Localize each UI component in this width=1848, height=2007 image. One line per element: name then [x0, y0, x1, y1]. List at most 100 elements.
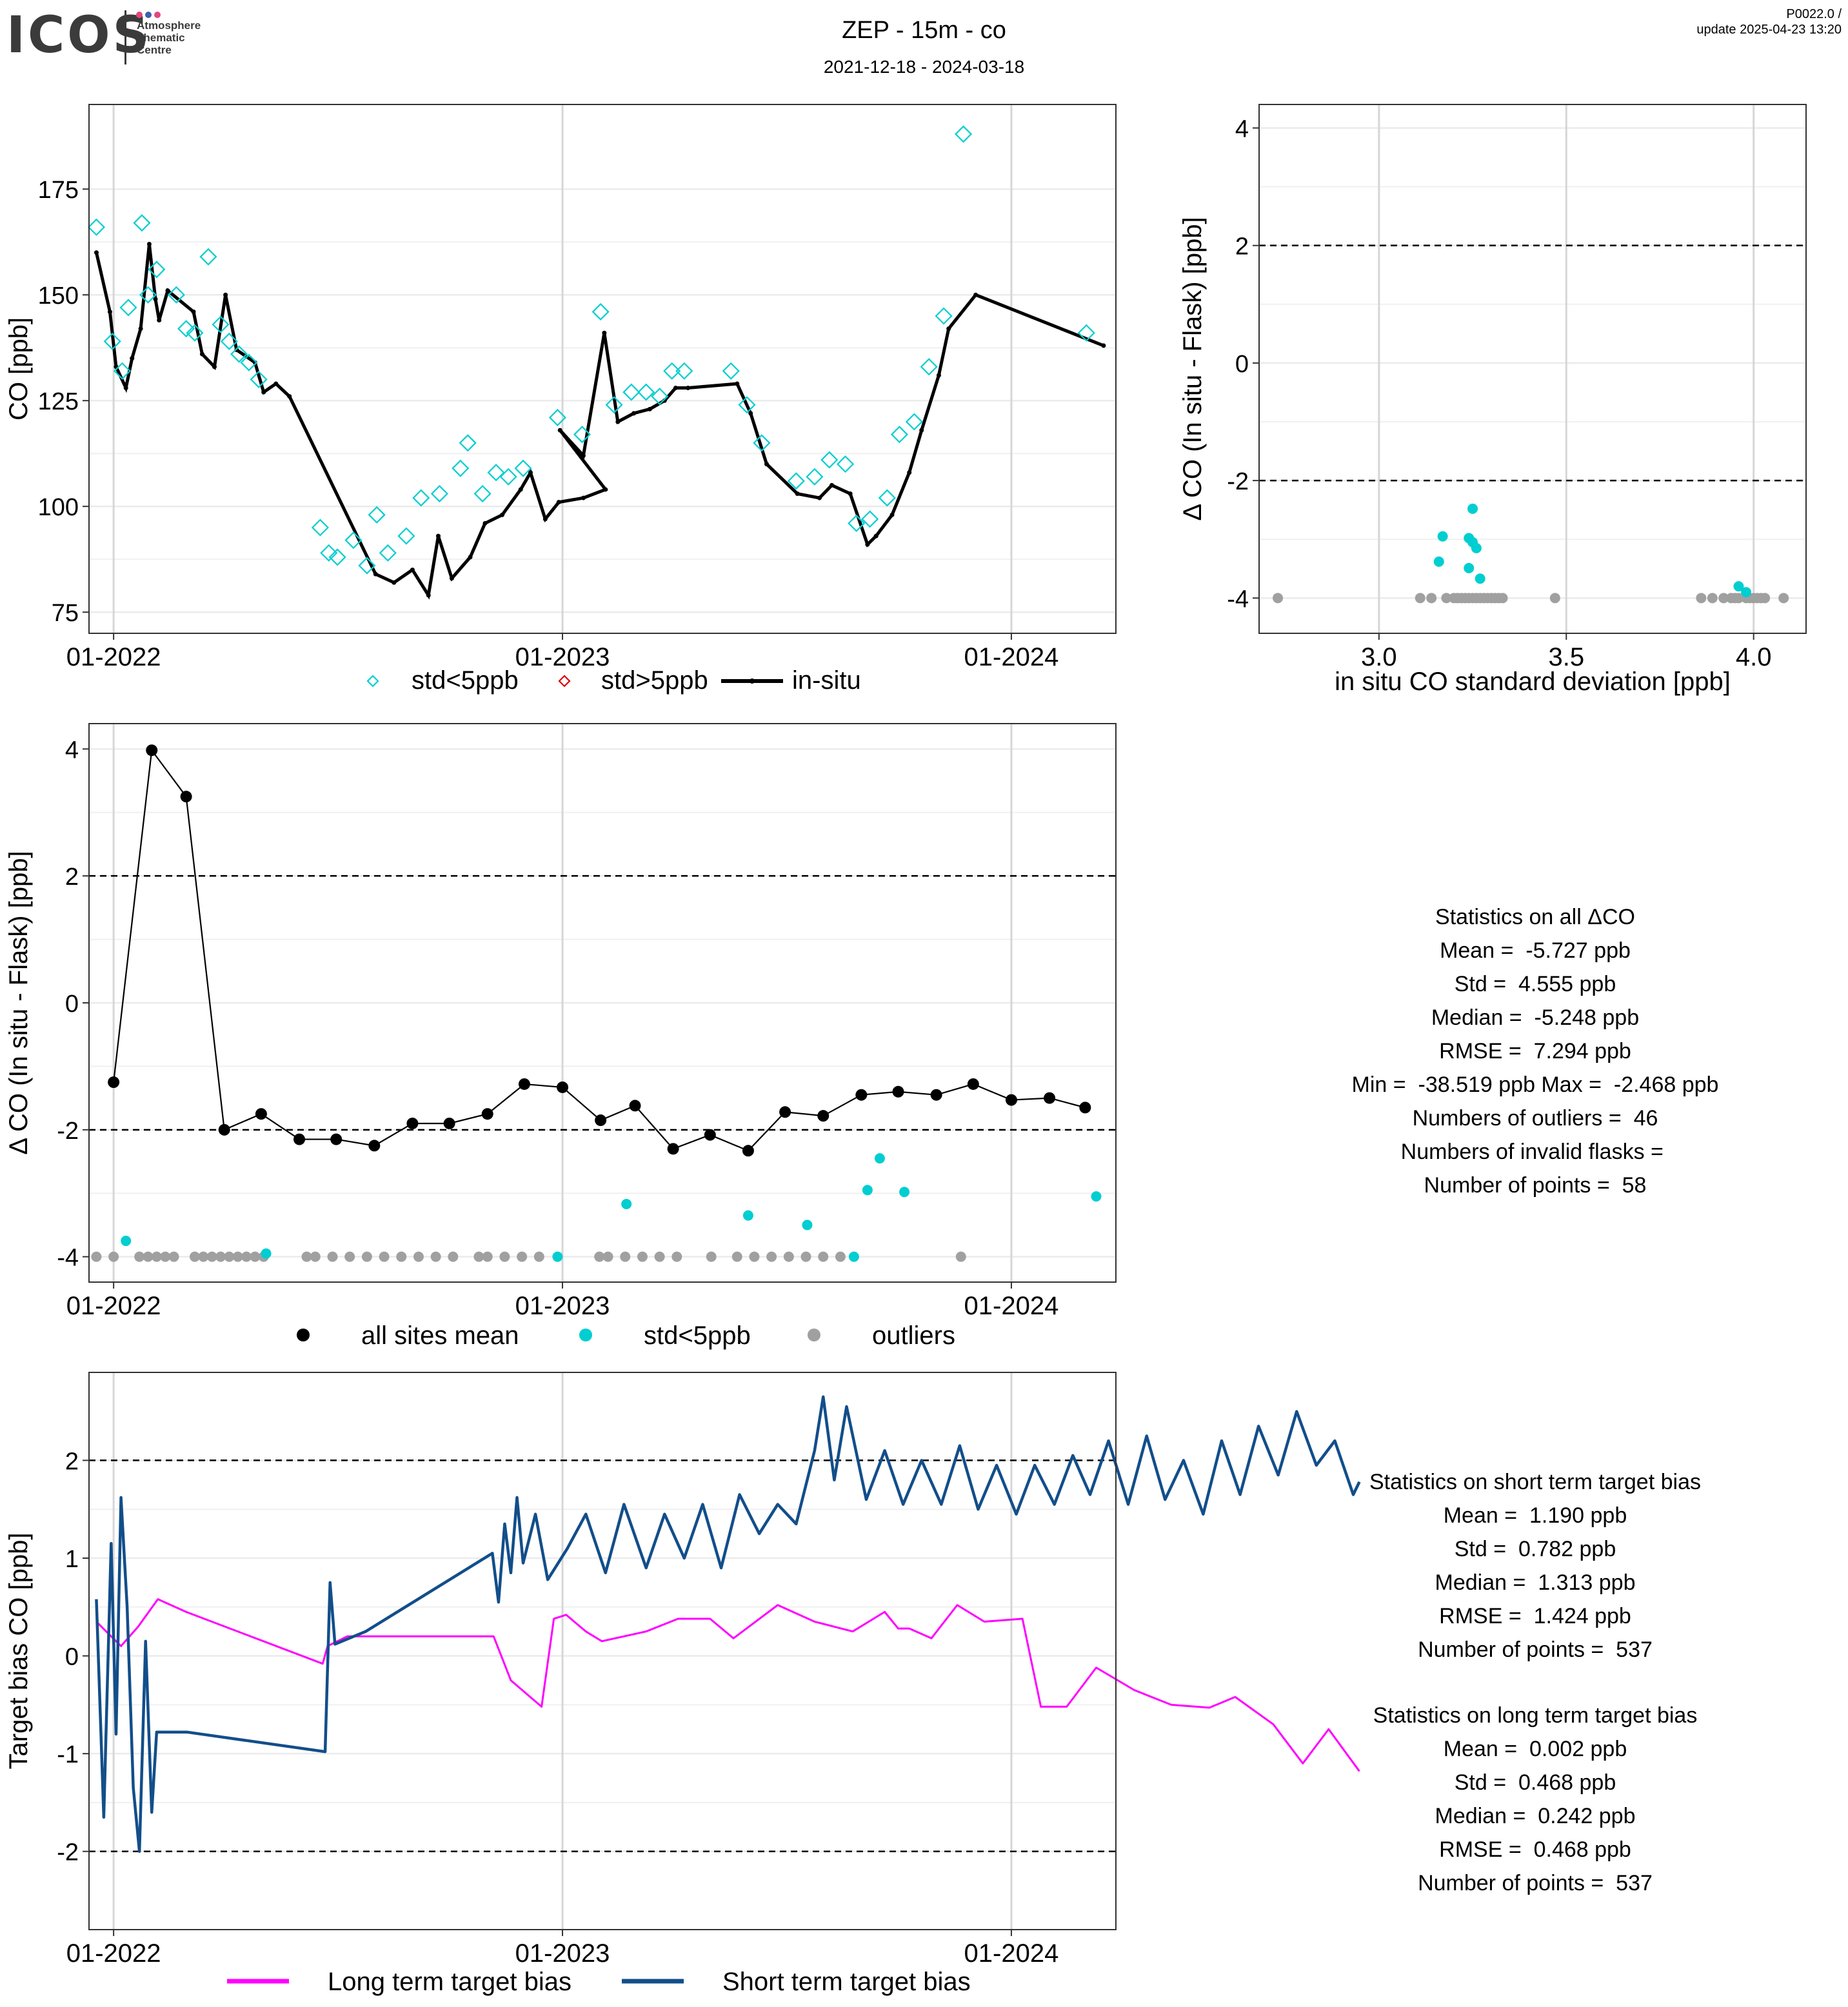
in-situ-point [223, 292, 228, 297]
in-situ-point [123, 386, 128, 391]
outlier-point [379, 1251, 390, 1262]
plot-border [88, 1372, 1117, 1930]
flask-diamond-std-low [320, 544, 338, 562]
in-situ-point [528, 470, 533, 475]
flask-diamond-std-low [230, 345, 248, 363]
stats-short-title: Statistics on short term target bias [1369, 1470, 1701, 1494]
in-situ-point [94, 250, 99, 255]
in-situ-point [973, 292, 979, 297]
outlier-point [620, 1251, 631, 1262]
in-situ-point [602, 330, 607, 335]
outlier-point [134, 1251, 145, 1262]
flask-diamond-std-low [379, 544, 397, 562]
stats-long-title: Statistics on long term target bias [1373, 1703, 1698, 1728]
x-tick-label: 01-2022 [66, 643, 161, 671]
in-situ-point [647, 406, 652, 411]
update-label: update 2025-04-23 13:20 [1696, 23, 1842, 37]
x-tick-label: 01-2022 [66, 1939, 161, 1968]
outlier-point [766, 1251, 777, 1262]
legend-diamond-cyan [366, 675, 379, 687]
outlier-point [749, 1251, 760, 1262]
in-situ-point [165, 288, 170, 293]
outlier-point [396, 1251, 407, 1262]
std-low-point [621, 1198, 632, 1209]
in-situ-point [603, 487, 608, 492]
legend-label: Short term target bias [722, 1968, 971, 1996]
flask-diamond-std-low [848, 514, 866, 532]
all-sites-mean-point [892, 1085, 904, 1098]
flask-diamond-std-low [573, 426, 591, 444]
std-low-point [1475, 573, 1485, 584]
flask-diamond-std-low [637, 383, 655, 401]
outlier-point [250, 1251, 261, 1262]
stats-long-median: Median = 0.242 ppb [1435, 1804, 1636, 1828]
legend-label: outliers [872, 1321, 955, 1350]
y-tick-label: 150 [38, 282, 79, 310]
flask-diamond-std-low [212, 315, 230, 333]
in-situ-point [500, 512, 505, 517]
in-situ-point [435, 533, 441, 539]
stats-long: Statistics on long term target bias Mean… [1277, 1699, 1793, 1900]
all-sites-mean-point [180, 791, 192, 803]
outlier-point [1778, 593, 1789, 604]
flask-diamond-std-low [459, 434, 477, 452]
outlier-point [151, 1251, 162, 1262]
stats-delta-title: Statistics on all ΔCO [1435, 905, 1635, 929]
y-tick-label: 2 [1235, 233, 1249, 261]
std-low-point [874, 1153, 885, 1164]
std-low-point [1741, 587, 1752, 598]
all-sites-mean-point [1044, 1092, 1056, 1104]
all-sites-mean-point [255, 1108, 267, 1120]
in-situ-point [673, 386, 678, 391]
in-situ-point [153, 297, 158, 302]
legend-label: in-situ [792, 666, 861, 695]
logo-subtitle: Atmosphere Thematic Centre [137, 19, 240, 56]
all-sites-mean-point [930, 1089, 942, 1101]
legend-point [750, 678, 755, 684]
flask-diamond-std-low [87, 218, 105, 236]
in-situ-point [557, 428, 562, 433]
logo-divider [124, 10, 126, 64]
flask-diamond-std-low [397, 527, 415, 545]
flask-diamond-std-low [358, 557, 376, 575]
in-situ-point [107, 309, 112, 314]
short-term-bias-line [95, 1395, 1361, 1853]
outlier-point [310, 1251, 321, 1262]
in-situ-point [735, 381, 740, 386]
flask-diamond-std-low [548, 408, 566, 426]
y-axis-label: Target bias CO [ppb] [5, 1533, 33, 1770]
y-tick-label: 2 [65, 1448, 79, 1475]
legend-label: std>5ppb [601, 666, 708, 695]
all-sites-mean-point [330, 1133, 343, 1145]
in-situ-point [146, 241, 152, 246]
flask-diamond-std-low [591, 302, 610, 321]
legend-dot-cyan [579, 1329, 592, 1341]
outlier-point [594, 1251, 605, 1262]
plot-border [88, 104, 1117, 634]
in-situ-point [1101, 343, 1106, 348]
std-low-point [742, 1210, 753, 1221]
flask-diamond-std-low [935, 307, 953, 325]
outlier-point [413, 1251, 424, 1262]
in-situ-point [581, 495, 586, 500]
x-tick-label: 01-2023 [515, 1292, 610, 1320]
outlier-point [232, 1251, 243, 1262]
flask-diamond-std-low [430, 484, 448, 503]
all-sites-mean-point [293, 1133, 306, 1145]
outlier-point [206, 1251, 217, 1262]
all-sites-mean-point [557, 1081, 569, 1093]
outlier-point [835, 1251, 846, 1262]
outlier-point [499, 1251, 510, 1262]
outlier-point [1718, 593, 1729, 604]
y-tick-label: 0 [65, 1644, 79, 1671]
y-tick-label: 125 [38, 388, 79, 415]
y-tick-label: 0 [1235, 351, 1249, 378]
std-low-point [1467, 503, 1478, 514]
stats-short-rmse: RMSE = 1.424 ppb [1439, 1604, 1631, 1628]
in-situ-point [686, 386, 691, 391]
y-tick-label: -4 [57, 1245, 79, 1272]
flask-diamond-std-low [836, 455, 855, 473]
stats-delta-std: Std = 4.555 ppb [1454, 972, 1616, 996]
x-tick-label: 01-2023 [515, 1939, 610, 1968]
